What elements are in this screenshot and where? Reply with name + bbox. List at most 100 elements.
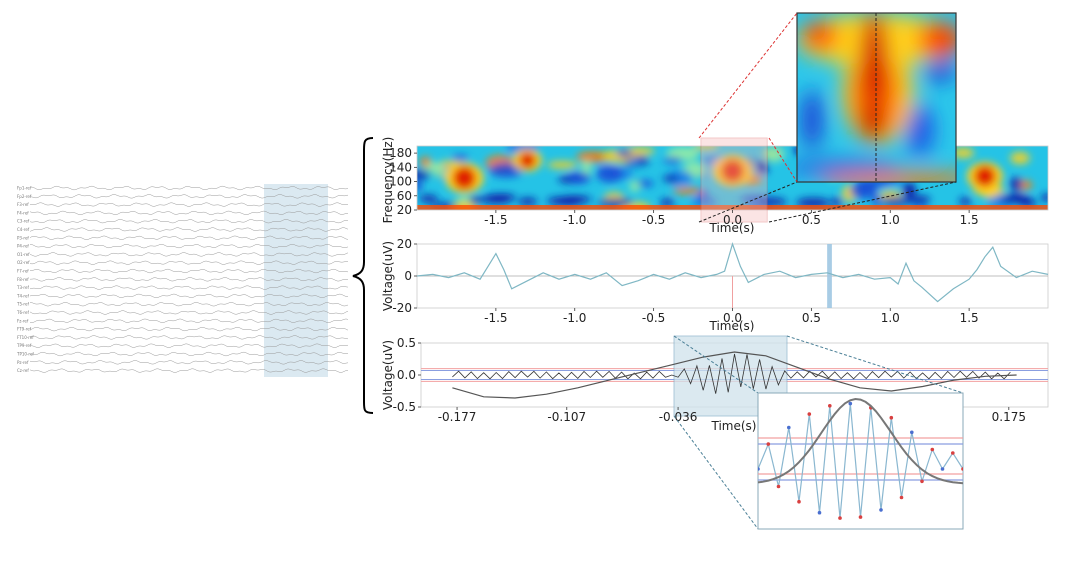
eeg-highlight-window xyxy=(264,184,328,377)
grouping-brace xyxy=(352,137,374,414)
eeg-channel-label: T5-ref xyxy=(16,302,29,307)
eeg-trace xyxy=(29,194,349,199)
tf-hotspot-core xyxy=(974,165,996,187)
y-tick-label: 20 xyxy=(397,203,412,217)
eeg-channel-label: F4-ref xyxy=(17,210,29,215)
x-tick-label: 0.175 xyxy=(992,410,1026,424)
x-tick-label: -1.5 xyxy=(484,213,507,227)
tf-zoom-inset xyxy=(698,12,957,223)
eeg-trace xyxy=(29,227,349,232)
x-tick-label: 1.0 xyxy=(881,311,900,325)
eeg-trace xyxy=(29,343,349,348)
eeg-channel-label: C3-ref xyxy=(17,219,30,224)
eeg-channel-label: T4-ref xyxy=(16,293,29,298)
eeg-trace xyxy=(29,293,349,299)
eeg-trace xyxy=(29,219,349,224)
x-tick-label: 0.5 xyxy=(802,213,821,227)
eeg-trace xyxy=(29,326,349,332)
x-tick-label: -0.5 xyxy=(642,213,665,227)
y-tick-label: 0.5 xyxy=(397,336,416,350)
voltage-x-axis-label: Time(s) xyxy=(709,319,755,333)
voltage-y-axis-label: Voltage(uV) xyxy=(381,241,395,311)
eeg-trace xyxy=(29,260,349,265)
tf-highlight-window xyxy=(700,137,768,223)
eeg-montage: Fp1-ref Fp2-ref F3-ref F4-ref C3-ref C4-ref P3… xyxy=(16,184,349,377)
x-tick-label: -1.0 xyxy=(563,311,586,325)
tf-hotspot-core xyxy=(452,166,476,190)
eeg-trace xyxy=(29,277,349,282)
x-tick-label: 1.0 xyxy=(881,213,900,227)
filtered-y-axis-label: Voltage(uV) xyxy=(381,340,395,410)
eeg-channel-label: F7-ref xyxy=(17,269,29,274)
tf-x-ticks: -1.5 -1.0 -0.5 0.0 0.5 1.0 1.5 xyxy=(484,210,979,227)
eeg-trace xyxy=(29,351,349,357)
x-tick-label: -0.177 xyxy=(438,410,477,424)
eeg-channel-label: Fp2-ref xyxy=(17,194,32,199)
x-tick-label: 1.5 xyxy=(960,213,979,227)
x-tick-label: 0.0 xyxy=(723,311,742,325)
x-tick-label: -0.5 xyxy=(642,311,665,325)
y-tick-label: 140 xyxy=(389,160,412,174)
eeg-trace xyxy=(29,210,349,216)
eeg-trace xyxy=(29,185,349,191)
eeg-channel-label: Fz-ref xyxy=(17,318,29,323)
filtered-x-axis-label: Time(s) xyxy=(711,419,757,433)
filtered-envelope-line xyxy=(452,351,1017,399)
tf-y-axis-label: Frequency(Hz) xyxy=(381,137,395,224)
voltage-x-ticks: -1.5 -1.0 -0.5 0.0 0.5 1.0 1.5 xyxy=(484,308,979,325)
eeg-channel-label: Fp1-ref xyxy=(17,186,32,191)
y-tick-label: 100 xyxy=(389,175,412,189)
x-tick-label: -0.036 xyxy=(659,410,698,424)
eeg-trace xyxy=(29,302,349,307)
eeg-trace xyxy=(29,310,349,315)
eeg-trace xyxy=(29,285,349,290)
voltage-y-ticks: -20 0 20 xyxy=(392,237,417,315)
x-tick-label: -0.107 xyxy=(547,410,586,424)
eeg-channel-label: FT10-ref xyxy=(17,335,34,340)
voltage-highlight-window xyxy=(827,244,832,308)
eeg-channel-label: T3-ref xyxy=(16,285,29,290)
eeg-channel-label: F8-ref xyxy=(17,277,29,282)
eeg-trace xyxy=(29,268,349,274)
eeg-trace xyxy=(29,202,349,207)
x-tick-label: -1.0 xyxy=(563,213,586,227)
eeg-channel-label: TP10-ref xyxy=(16,352,34,357)
eeg-trace xyxy=(29,252,349,257)
tf-x-axis-label: Time(s) xyxy=(709,221,755,235)
y-tick-label: -20 xyxy=(392,301,412,315)
eeg-trace xyxy=(29,360,349,365)
eeg-trace xyxy=(29,235,349,240)
x-tick-label: 0.5 xyxy=(802,311,821,325)
eeg-channel-label: FT9-ref xyxy=(17,327,32,332)
eeg-channel-label: P3-ref xyxy=(17,235,29,240)
y-tick-label: 0.0 xyxy=(397,368,416,382)
eeg-traces xyxy=(29,185,349,373)
y-tick-label: 20 xyxy=(397,237,412,251)
tf-hotspot-core xyxy=(720,158,745,183)
eeg-channel-label: C4-ref xyxy=(17,227,30,232)
filtered-x-ticks: -0.177 -0.107 -0.036 0.175 xyxy=(438,407,1026,424)
eeg-channel-label: Cz-ref xyxy=(17,368,29,373)
y-tick-label: 0 xyxy=(404,269,412,283)
eeg-channel-labels: Fp1-ref Fp2-ref F3-ref F4-ref C3-ref C4-ref P3… xyxy=(16,186,34,374)
x-tick-label: -1.5 xyxy=(484,311,507,325)
eeg-channel-label: TP9-ref xyxy=(16,343,32,348)
eeg-trace xyxy=(29,368,349,373)
filtered-panel: -0.177 -0.107 -0.036 0.175 -0.5 0.0 0.5 Time(… xyxy=(381,335,1049,433)
y-tick-label: 60 xyxy=(397,189,412,203)
tf-hotspot-core xyxy=(519,152,536,169)
y-tick-label: -0.5 xyxy=(393,400,416,414)
eeg-channel-label: O2-ref xyxy=(17,260,30,265)
eeg-channel-label: P4-ref xyxy=(17,244,29,249)
y-tick-label: 180 xyxy=(389,146,412,160)
eeg-channel-label: T6-ref xyxy=(16,310,29,315)
eeg-channel-label: Pz-ref xyxy=(17,360,29,365)
eeg-channel-label: O1-ref xyxy=(17,252,30,257)
x-tick-label: 1.5 xyxy=(960,311,979,325)
eeg-trace xyxy=(29,318,349,323)
x-tick-label: 0.0 xyxy=(723,213,742,227)
eeg-trace xyxy=(29,243,349,249)
